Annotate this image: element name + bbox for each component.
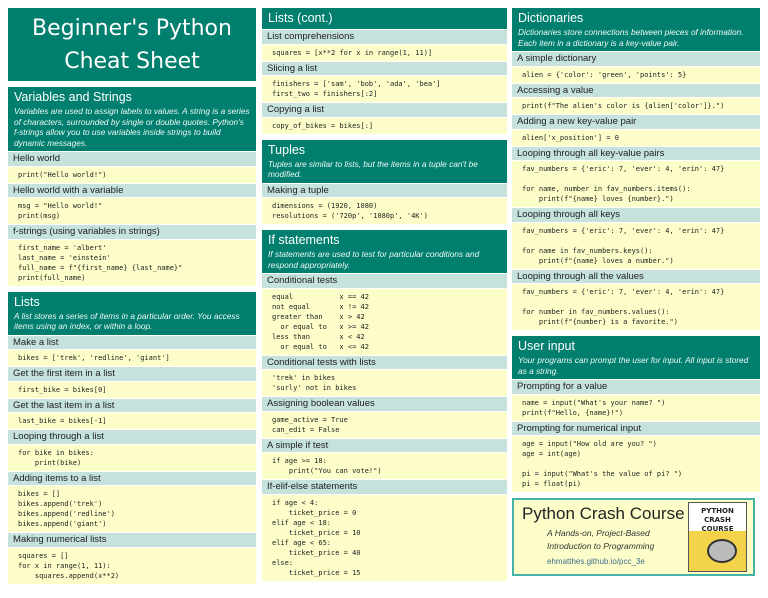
section-description: Dictionaries store connections between p… [518,27,744,48]
subsection-label: Making a tuple [262,183,507,197]
code-block: fav_numbers = {'eric': 7, 'ever': 4, 'er… [512,222,760,269]
section-title: If statements [268,233,340,247]
subsection-label: Conditional tests [262,274,507,288]
subsection-label: Prompting for numerical input [512,421,760,435]
section-header: If statements If statements are used to t… [262,230,507,273]
subsection-label: Looping through a list [8,430,256,444]
section-header: Dictionaries Dictionaries store connectio… [512,8,760,51]
code-block: first_bike = bikes[0] [8,381,256,398]
section: User input Your programs can prompt the u… [512,336,760,492]
code-block: squares = [] for x in range(1, 11): squa… [8,547,256,584]
code-block: print(f"The alien's color is {alien['col… [512,98,760,114]
subsection-label: A simple if test [262,438,507,452]
subsection-label: If-elif-else statements [262,480,507,494]
code-block: fav_numbers = {'eric': 7, 'ever': 4, 'er… [512,284,760,330]
subsection-label: Looping through all keys [512,208,760,222]
subsection-label: Conditional tests with lists [262,355,507,369]
section-description: Tuples are similar to lists, but the ite… [268,158,478,180]
subsection-label: Get the first item in a list [8,367,256,381]
subsection-label: Slicing a list [262,61,507,75]
section: If statements If statements are used to t… [262,230,507,581]
column-1: Beginner's Python Cheat Sheet Variables … [8,8,256,590]
book-url[interactable]: ehmatthes.github.io/pcc_3e [547,557,645,566]
robot-illustration [707,539,737,563]
code-block: msg = "Hello world!" print(msg) [8,198,256,224]
column-3: Dictionaries Dictionaries store connectio… [512,8,760,576]
section-title: Variables and Strings [14,90,132,104]
book-title: Python Crash Course [522,504,685,523]
code-block: name = input("What's your name? ") print… [512,394,760,421]
code-block: bikes = ['trek', 'redline', 'giant'] [8,350,256,366]
code-block: bikes = [] bikes.append('trek') bikes.ap… [8,486,256,532]
code-block: 'trek' in bikes 'surly' not in bikes [262,370,507,396]
code-block: last_bike = bikes[-1] [8,413,256,429]
code-block: game_active = True can_edit = False [262,411,507,438]
section-header: Lists A list stores a series of items in … [8,291,256,335]
subsection-label: Adding a new key-value pair [512,115,760,129]
section-description: A list stores a series of items in a par… [14,310,240,332]
section-header: Tuples Tuples are similar to lists, but t… [262,139,507,183]
code-block: fav_numbers = {'eric': 7, 'ever': 4, 'er… [512,161,760,207]
section-title: User input [518,339,575,353]
subsection-label: Looping through all the values [512,269,760,283]
book-cover-text: PYTHON CRASH COURSE [689,503,746,533]
code-block: alien['x_position'] = 0 [512,129,760,146]
subsection-label: Prompting for a value [512,380,760,394]
subsection-label: Assigning boolean values [262,397,507,411]
subsection-label: Hello world with a variable [8,183,256,197]
subsection-label: Make a list [8,335,256,349]
code-block: copy_of_bikes = bikes[:] [262,117,507,134]
section: Lists (cont.) List comprehensions squares … [262,8,507,134]
section: Dictionaries Dictionaries store connectio… [512,8,760,330]
code-block: squares = [x**2 for x in range(1, 11)] [262,44,507,61]
code-block: age = input("How old are you? ") age = i… [512,436,760,492]
code-block: if age >= 18: print("You can vote!") [262,453,507,479]
section-header: User input Your programs can prompt the u… [512,336,760,379]
subsection-label: Looping through all key-value pairs [512,146,760,160]
subsection-label: f-strings (using variables in strings) [8,225,256,239]
subsection-label: A simple dictionary [512,52,760,66]
section: Tuples Tuples are similar to lists, but t… [262,139,507,224]
code-block: dimensions = (1920, 1080) resolutions = … [262,198,507,224]
code-block: print("Hello world!") [8,166,256,183]
book-ad: Python Crash Course A Hands-on, Project-… [512,498,755,576]
column-2: Lists (cont.) List comprehensions squares … [262,8,507,587]
code-block: finishers = ['sam', 'bob', 'ada', 'bea']… [262,76,507,102]
subsection-label: Get the last item in a list [8,398,256,412]
section-header: Lists (cont.) [262,8,507,29]
subsection-label: Hello world [8,152,256,166]
subsection-label: Adding items to a list [8,471,256,485]
code-block: if age < 4: ticket_price = 0 elif age < … [262,494,507,581]
book-cover-image: PYTHON CRASH COURSE [688,502,747,572]
section-header: Variables and Strings Variables are used … [8,87,256,151]
book-subtitle: A Hands-on, Project-Based Introduction t… [547,528,655,551]
subsection-label: Making numerical lists [8,533,256,547]
section-title: Lists [14,294,40,309]
section-title: Dictionaries [518,11,584,25]
section-title: Lists (cont.) [268,11,333,25]
subsection-label: List comprehensions [262,30,507,44]
code-block: first_name = 'albert' last_name = 'einst… [8,239,256,286]
code-block: alien = {'color': 'green', 'points': 5} [512,66,760,83]
code-block: for bike in bikes: print(bike) [8,444,256,471]
subsection-label: Accessing a value [512,83,760,97]
section-description: Your programs can prompt the user for in… [518,355,749,376]
section: Lists A list stores a series of items in … [8,291,256,584]
code-block: equal x == 42 not equal x != 42 greater … [262,288,507,355]
section: Variables and Strings Variables are used … [8,87,256,286]
section-title: Tuples [268,142,306,157]
subsection-label: Copying a list [262,103,507,117]
section-description: If statements are used to test for parti… [268,249,480,270]
cheat-sheet-title: Beginner's Python Cheat Sheet [8,8,256,81]
section-description: Variables are used to assign labels to v… [14,106,250,148]
